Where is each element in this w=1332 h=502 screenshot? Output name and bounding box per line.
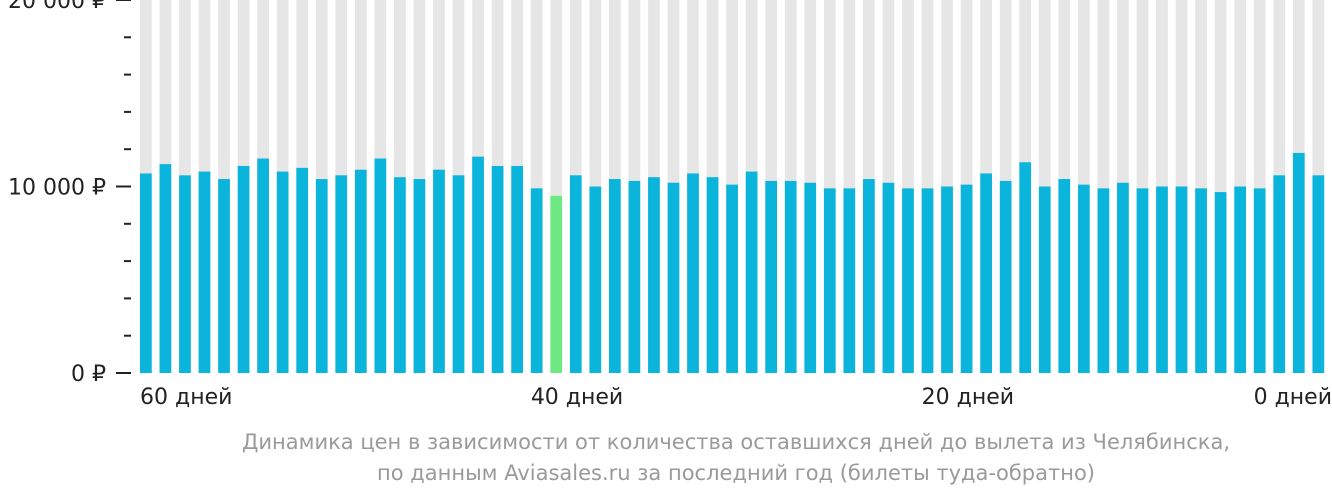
- bar[interactable]: [628, 180, 641, 373]
- bar[interactable]: [354, 169, 367, 373]
- bar[interactable]: [745, 171, 758, 373]
- bar[interactable]: [257, 158, 269, 373]
- bar[interactable]: [921, 188, 934, 373]
- bar[interactable]: [608, 179, 621, 373]
- bar-cheapest[interactable]: [550, 195, 563, 373]
- bar[interactable]: [667, 182, 680, 373]
- y-tick-label: 10 000 ₽: [8, 176, 106, 201]
- bar[interactable]: [179, 175, 191, 373]
- bar[interactable]: [1038, 186, 1051, 374]
- bar[interactable]: [1136, 188, 1149, 373]
- bar[interactable]: [296, 167, 309, 373]
- bar[interactable]: [433, 169, 445, 373]
- x-tick-label: 20 дней: [922, 385, 1014, 410]
- bar-background: [1253, 0, 1266, 373]
- bar-background: [1136, 0, 1149, 373]
- y-tick-label: 20 000 ₽: [8, 0, 106, 14]
- bar-background: [843, 0, 856, 373]
- bar[interactable]: [530, 188, 543, 373]
- bar[interactable]: [491, 165, 504, 373]
- bar-background: [921, 0, 934, 373]
- bar[interactable]: [569, 175, 582, 373]
- bar[interactable]: [648, 177, 660, 373]
- bar[interactable]: [1253, 188, 1266, 373]
- bar[interactable]: [1292, 152, 1305, 373]
- bar[interactable]: [374, 158, 387, 373]
- y-tick-label: 0 ₽: [71, 362, 106, 387]
- bar[interactable]: [765, 180, 778, 373]
- bar[interactable]: [335, 175, 348, 373]
- bar[interactable]: [960, 184, 973, 373]
- x-tick-label: 0 дней: [1254, 385, 1332, 410]
- bar-background: [902, 0, 914, 373]
- bar[interactable]: [1312, 175, 1325, 373]
- bar[interactable]: [1234, 186, 1247, 374]
- bar-background: [1195, 0, 1207, 373]
- bar[interactable]: [804, 182, 817, 373]
- bar[interactable]: [511, 165, 523, 373]
- bar[interactable]: [394, 177, 406, 373]
- bar-background: [823, 0, 836, 373]
- chart-caption-line-2: по данным Aviasales.ru за последний год …: [377, 461, 1095, 485]
- bar[interactable]: [472, 156, 484, 373]
- bars: [140, 152, 1325, 374]
- bar[interactable]: [863, 179, 875, 373]
- bar[interactable]: [276, 171, 289, 373]
- bar[interactable]: [1175, 186, 1188, 374]
- y-axis: 0 ₽ 10 000 ₽ 20 000 ₽: [8, 0, 131, 387]
- bar[interactable]: [882, 182, 895, 373]
- bar[interactable]: [218, 179, 230, 373]
- x-axis: 60 дней 40 дней 20 дней 0 дней: [140, 385, 1332, 410]
- bar-background: [550, 0, 563, 373]
- bar[interactable]: [843, 188, 856, 373]
- bar-background: [1097, 0, 1110, 373]
- bar[interactable]: [706, 177, 719, 373]
- bar[interactable]: [941, 186, 953, 374]
- x-tick-label: 40 дней: [531, 385, 623, 410]
- bar[interactable]: [452, 175, 465, 373]
- bar[interactable]: [687, 173, 699, 373]
- bar[interactable]: [1077, 184, 1090, 373]
- bar[interactable]: [315, 179, 328, 373]
- bar-background: [1214, 0, 1227, 373]
- bar[interactable]: [784, 180, 797, 373]
- bar[interactable]: [999, 180, 1012, 373]
- bar[interactable]: [1117, 182, 1129, 373]
- bar[interactable]: [980, 173, 992, 373]
- bar[interactable]: [237, 165, 250, 373]
- chart-caption-line-1: Динамика цен в зависимости от количества…: [241, 430, 1231, 454]
- bar[interactable]: [1019, 162, 1032, 373]
- bar[interactable]: [1058, 179, 1071, 373]
- bar[interactable]: [823, 188, 836, 373]
- bar[interactable]: [1156, 186, 1168, 374]
- bar[interactable]: [726, 184, 738, 373]
- price-dynamics-chart: 0 ₽ 10 000 ₽ 20 000 ₽ 60 дней 40 дней 20 дне…: [8, 0, 1332, 410]
- bar[interactable]: [902, 188, 914, 373]
- bar[interactable]: [140, 173, 152, 373]
- bar[interactable]: [1097, 188, 1110, 373]
- bar[interactable]: [198, 171, 211, 373]
- bar[interactable]: [1273, 175, 1286, 373]
- bar[interactable]: [1195, 188, 1207, 373]
- bar[interactable]: [589, 186, 602, 374]
- bar[interactable]: [159, 164, 172, 373]
- bar[interactable]: [413, 179, 426, 373]
- bar-background: [530, 0, 543, 373]
- bar[interactable]: [1214, 192, 1227, 373]
- x-tick-label: 60 дней: [140, 385, 232, 410]
